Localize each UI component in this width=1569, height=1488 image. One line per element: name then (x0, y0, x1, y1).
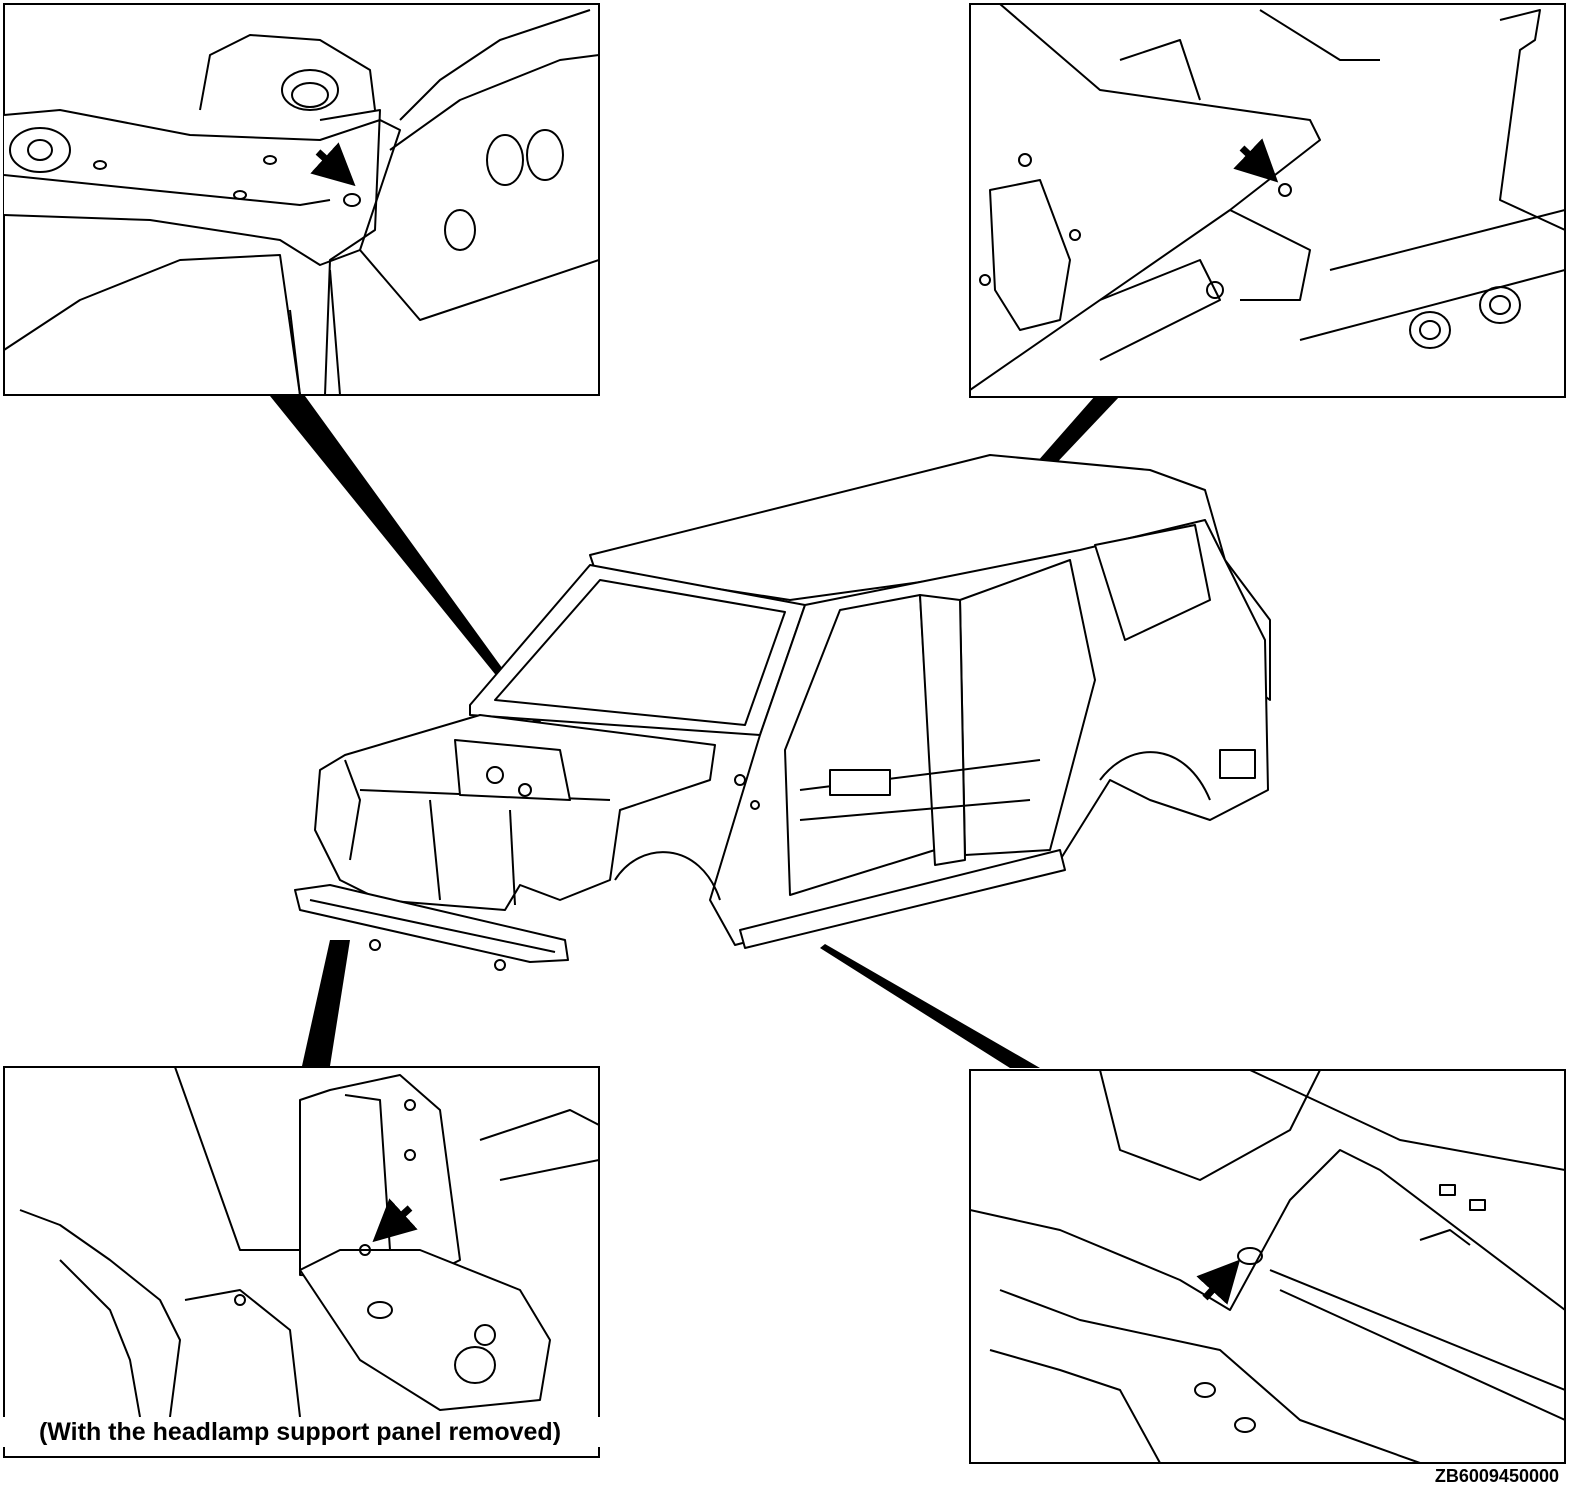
arrow-top-left (310, 142, 356, 187)
engine-compartment (314, 714, 716, 911)
figure-code: ZB6009450000 (1434, 1466, 1559, 1486)
arrow-bottom-right (1196, 1259, 1241, 1305)
arrow-bottom-left (372, 1198, 418, 1243)
leader-bottom-left (302, 940, 350, 1066)
panel-bottom-left (3, 1066, 600, 1458)
arrow-top-right (1233, 138, 1279, 183)
panel-top-right (969, 3, 1566, 398)
rear-quarter-window (1094, 524, 1211, 641)
rear-lamp-housing (1219, 749, 1256, 779)
b-pillar (919, 594, 966, 866)
front-wheel-arch (614, 851, 721, 901)
panel-bottom-right (969, 1069, 1566, 1464)
front-bumper-beam (294, 884, 569, 963)
panel-top-left (3, 3, 600, 396)
panel-caption: (With the headlamp support panel removed… (0, 1417, 600, 1447)
rear-wheel-arch (1099, 751, 1211, 801)
car-body-shell (294, 454, 1271, 971)
leader-bottom-right (820, 944, 1040, 1068)
rocker-panel (739, 849, 1066, 949)
